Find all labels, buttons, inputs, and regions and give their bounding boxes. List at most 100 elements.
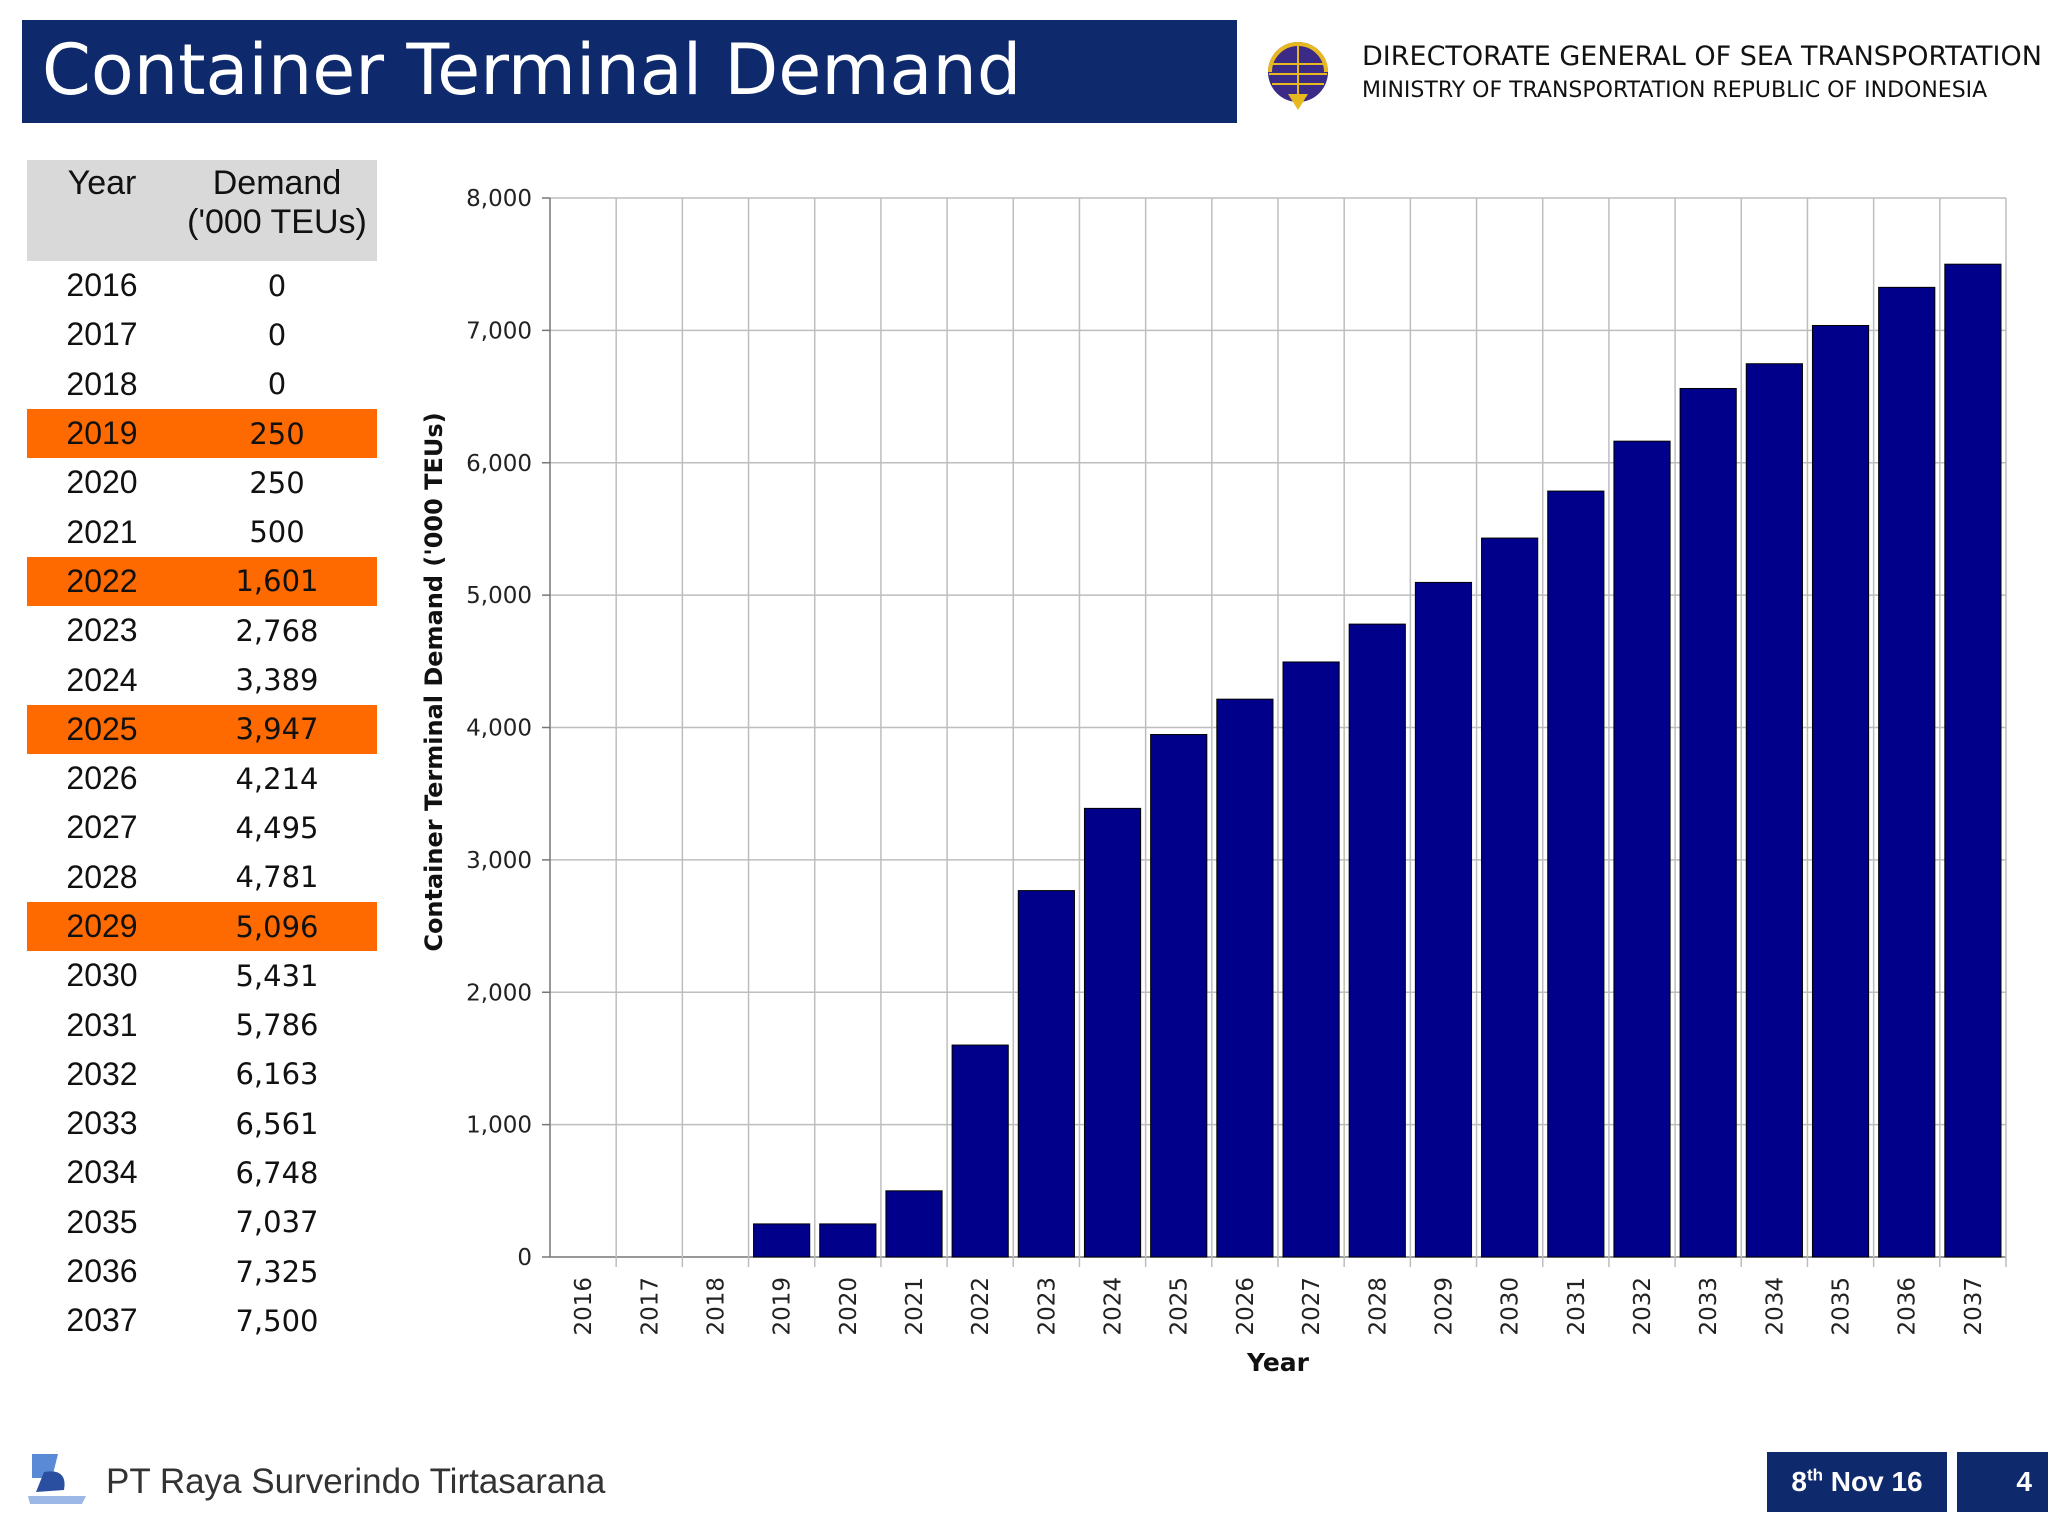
chart-bar <box>1878 286 1936 1258</box>
table-row: 2033 6,561 <box>27 1099 377 1148</box>
table-row: 2019 250 <box>27 408 377 459</box>
table-cell-year: 2027 <box>66 809 138 846</box>
table-cell-year: 2031 <box>66 1006 138 1043</box>
y-tick-label: 3,000 <box>466 848 532 874</box>
chart-bar <box>1745 363 1803 1258</box>
company-name: PT Raya Surverindo Tirtasarana <box>106 1462 606 1501</box>
table-cell-year: 2034 <box>66 1154 138 1191</box>
table-cell-demand: 7,500 <box>235 1303 319 1338</box>
table-cell-year: 2036 <box>66 1253 138 1290</box>
date-suffix: th <box>1806 1465 1823 1485</box>
chart-bar <box>1282 661 1340 1258</box>
x-tick-label: 2033 <box>1696 1277 1722 1336</box>
col-demand-header-line2: ('000 TEUs) <box>187 203 367 241</box>
table-cell-demand: 250 <box>177 408 377 459</box>
table-cell-year: 2028 <box>66 858 138 895</box>
company-logo-icon <box>28 1454 86 1504</box>
table-cell-demand: 3,389 <box>235 663 319 698</box>
table-cell-demand: 5,431 <box>235 958 319 993</box>
table-cell-demand: 0 <box>267 367 287 402</box>
ministry-emblem-icon <box>1268 42 1328 110</box>
x-tick-label: 2016 <box>571 1277 597 1336</box>
chart-bar <box>1811 324 1870 1258</box>
table-cell-year: 2016 <box>66 267 138 304</box>
x-tick-label: 2021 <box>902 1277 928 1336</box>
chart-bar <box>1017 890 1075 1258</box>
table-cell-demand: 500 <box>249 515 305 550</box>
table-cell-year: 2022 <box>27 556 177 607</box>
chart-bar <box>1679 387 1737 1258</box>
page-title: Container Terminal Demand <box>42 29 1022 111</box>
date-rest: Nov 16 <box>1823 1466 1923 1497</box>
col-demand-header: Demand ('000 TEUs) <box>177 160 377 261</box>
table-cell-demand: 0 <box>267 268 287 303</box>
x-tick-label: 2024 <box>1101 1277 1127 1336</box>
table-cell-year: 2025 <box>27 704 177 754</box>
table-body: 2016 0 2017 0 2018 0 2019 250 2020 250 2021 500 2022… <box>27 261 377 1346</box>
table-cell-year: 2018 <box>66 365 138 402</box>
y-tick-label: 6,000 <box>466 451 532 477</box>
table-row: 2031 5,786 <box>27 1000 377 1049</box>
table-row: 2016 0 <box>27 261 377 310</box>
table-row: 2037 7,500 <box>27 1296 377 1345</box>
y-tick-label: 2,000 <box>466 980 532 1006</box>
chart-bar <box>753 1223 811 1258</box>
table-row: 2035 7,037 <box>27 1198 377 1247</box>
table-cell-demand: 1,601 <box>177 556 377 607</box>
chart-bar <box>1150 734 1208 1258</box>
table-cell-demand: 4,781 <box>235 860 319 895</box>
x-tick-label: 2036 <box>1895 1277 1921 1336</box>
x-axis-title: Year <box>1246 1348 1310 1377</box>
table-cell-demand: 0 <box>267 317 287 352</box>
x-tick-label: 2018 <box>703 1277 729 1336</box>
chart-bar <box>1944 263 2002 1258</box>
table-row: 2030 5,431 <box>27 951 377 1000</box>
table-cell-demand: 7,325 <box>235 1254 319 1289</box>
demand-table: Year Demand ('000 TEUs) 2016 0 2017 0 2018 0 2… <box>27 160 377 1346</box>
chart-bar <box>1083 807 1142 1258</box>
x-tick-label: 2028 <box>1365 1277 1391 1336</box>
x-tick-label: 2029 <box>1431 1277 1457 1336</box>
table-row: 2020 250 <box>27 458 377 507</box>
table-cell-year: 2017 <box>66 316 138 353</box>
table-cell-demand: 4,214 <box>235 761 319 796</box>
table-cell-year: 2024 <box>66 661 138 698</box>
org-name: DIRECTORATE GENERAL OF SEA TRANSPORTATIO… <box>1362 41 2042 72</box>
col-demand-header-line1: Demand <box>212 164 342 202</box>
table-row: 2032 6,163 <box>27 1050 377 1099</box>
org-ministry: MINISTRY OF TRANSPORTATION REPUBLIC OF I… <box>1362 78 1988 103</box>
date-day: 8 <box>1791 1466 1807 1497</box>
table-cell-year: 2029 <box>27 901 177 952</box>
table-cell-demand: 6,163 <box>235 1057 319 1092</box>
table-cell-demand: 3,947 <box>177 704 377 754</box>
table-cell-demand: 7,037 <box>235 1205 319 1240</box>
table-cell-year: 2023 <box>66 612 138 649</box>
table-row: 2026 4,214 <box>27 754 377 803</box>
y-tick-label: 7,000 <box>466 318 532 344</box>
table-header-row: Year Demand ('000 TEUs) <box>27 160 377 261</box>
x-tick-label: 2037 <box>1961 1277 1987 1336</box>
table-row: 2017 0 <box>27 310 377 359</box>
table-cell-year: 2019 <box>27 408 177 459</box>
chart-bar <box>1481 537 1539 1258</box>
x-tick-label: 2025 <box>1167 1277 1193 1336</box>
table-cell-demand: 6,561 <box>235 1106 319 1141</box>
table-cell-year: 2021 <box>66 513 138 550</box>
y-tick-label: 0 <box>517 1245 532 1271</box>
table-row: 2023 2,768 <box>27 606 377 655</box>
table-cell-demand: 2,768 <box>235 613 319 648</box>
y-axis-title: Container Terminal Demand ('000 TEUs) <box>420 412 448 951</box>
table-cell-year: 2020 <box>66 464 138 501</box>
org-header: DIRECTORATE GENERAL OF SEA TRANSPORTATIO… <box>1258 30 2042 120</box>
date-badge: 8th Nov 16 <box>1767 1452 1947 1512</box>
table-cell-year: 2035 <box>66 1203 138 1240</box>
table-cell-year: 2037 <box>66 1302 138 1339</box>
x-tick-label: 2035 <box>1829 1277 1855 1336</box>
chart-bar <box>951 1044 1009 1258</box>
y-tick-label: 5,000 <box>466 583 532 609</box>
table-row: 2029 5,096 <box>27 901 377 952</box>
col-year-header: Year <box>27 160 177 261</box>
page-number-text: 4 <box>2016 1466 2032 1497</box>
x-tick-label: 2026 <box>1233 1277 1259 1336</box>
x-tick-label: 2032 <box>1630 1277 1656 1336</box>
